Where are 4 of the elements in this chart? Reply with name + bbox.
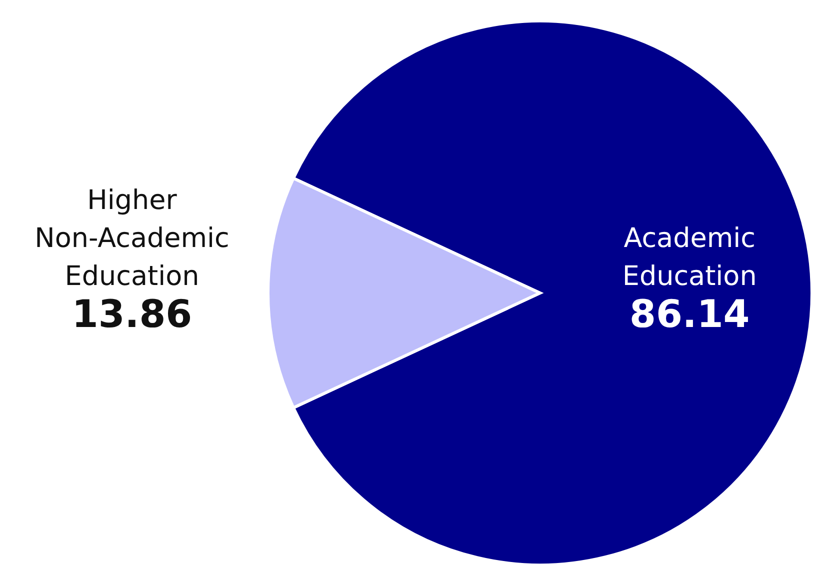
data-label: 13.86	[72, 292, 192, 336]
data-label: 86.14	[630, 292, 750, 336]
slice-label: Academic Education	[622, 223, 757, 292]
slice-label: Higher Non-Academic Education	[34, 185, 230, 292]
